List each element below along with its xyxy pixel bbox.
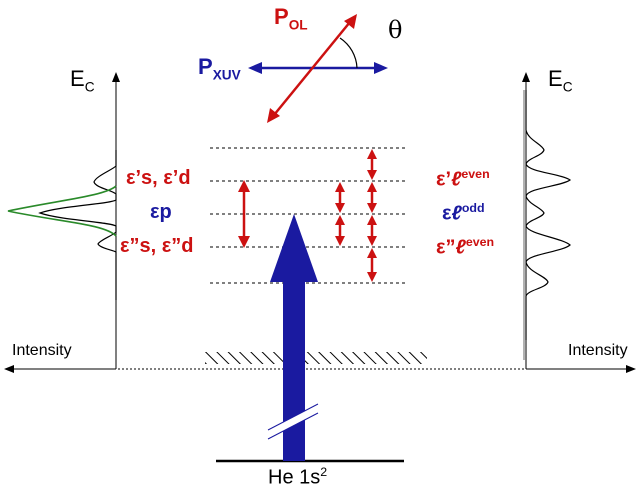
transition-arrows-middle [335, 182, 345, 246]
eps-l-odd-label: εℓodd [442, 201, 485, 225]
ionization-threshold [205, 352, 427, 364]
left-intensity-label: Intensity [12, 342, 72, 359]
intensity-axis [4, 365, 636, 373]
xuv-polarization-arrow [248, 62, 388, 74]
left-spectrum-curve [38, 150, 117, 300]
transition-arrow-left [238, 180, 250, 248]
left-spectrum-green-curve [7, 185, 117, 237]
right-ec-label: EC [548, 66, 573, 95]
theta-label: θ [388, 16, 403, 44]
p-xuv-label: PXUV [198, 54, 241, 83]
eps-l-even-bottom-label: ε”ℓeven [436, 235, 495, 259]
p-ol-label: POL [274, 4, 308, 33]
eps-p-label: εp [150, 201, 172, 223]
eps-l-even-top-label: ε’ℓeven [436, 167, 490, 191]
left-ec-label: EC [70, 66, 95, 95]
theta-angle-arc [339, 37, 358, 69]
eps-s-d-label: ε’s, ε’d [126, 167, 191, 189]
right-intensity-label: Intensity [568, 342, 628, 359]
right-spectrum-curve [525, 90, 572, 340]
ground-state-label: He 1s2 [268, 465, 328, 489]
eps2-s-d-label: ε”s, ε”d [120, 235, 194, 257]
left-energy-axis [112, 72, 120, 369]
ol-polarization-arrow [267, 14, 357, 123]
transition-arrows-right [367, 149, 377, 282]
xuv-excitation-arrow [267, 214, 319, 461]
